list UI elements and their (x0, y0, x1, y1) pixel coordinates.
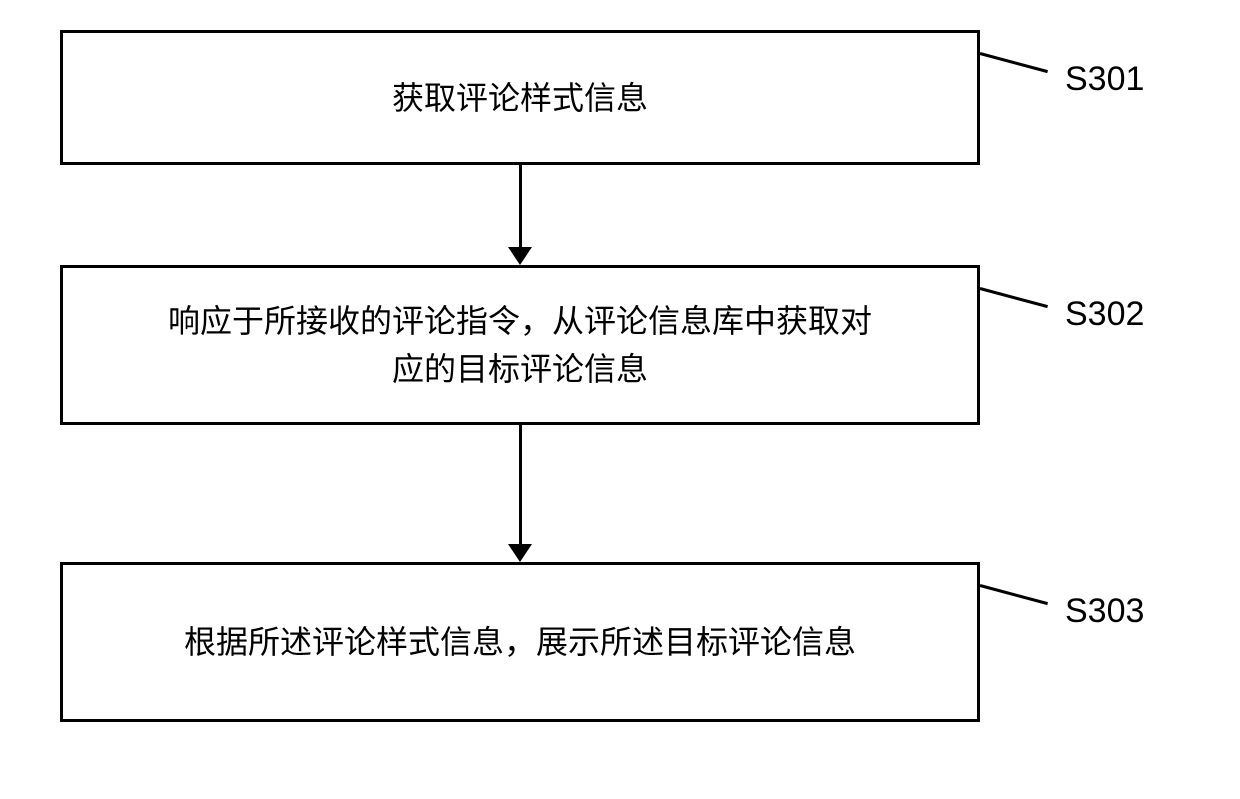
flowchart-arrow-2 (519, 425, 522, 544)
step-label-3: S303 (1065, 592, 1144, 631)
flowchart-node-step3: 根据所述评论样式信息，展示所述目标评论信息 (60, 562, 980, 722)
connector-line-3 (980, 584, 1048, 605)
connector-line-1 (980, 52, 1048, 73)
flowchart-node-step2: 响应于所接收的评论指令，从评论信息库中获取对 应的目标评论信息 (60, 265, 980, 425)
flowchart-arrowhead-1 (508, 247, 532, 265)
node-text: 根据所述评论样式信息，展示所述目标评论信息 (184, 618, 856, 666)
step-label-2: S302 (1065, 295, 1144, 334)
flowchart-arrow-1 (519, 165, 522, 247)
connector-line-2 (980, 287, 1048, 308)
step-label-1: S301 (1065, 60, 1144, 99)
flowchart-node-step1: 获取评论样式信息 (60, 30, 980, 165)
flowchart-arrowhead-2 (508, 544, 532, 562)
node-text: 获取评论样式信息 (392, 74, 648, 122)
node-text: 响应于所接收的评论指令，从评论信息库中获取对 应的目标评论信息 (168, 297, 872, 393)
